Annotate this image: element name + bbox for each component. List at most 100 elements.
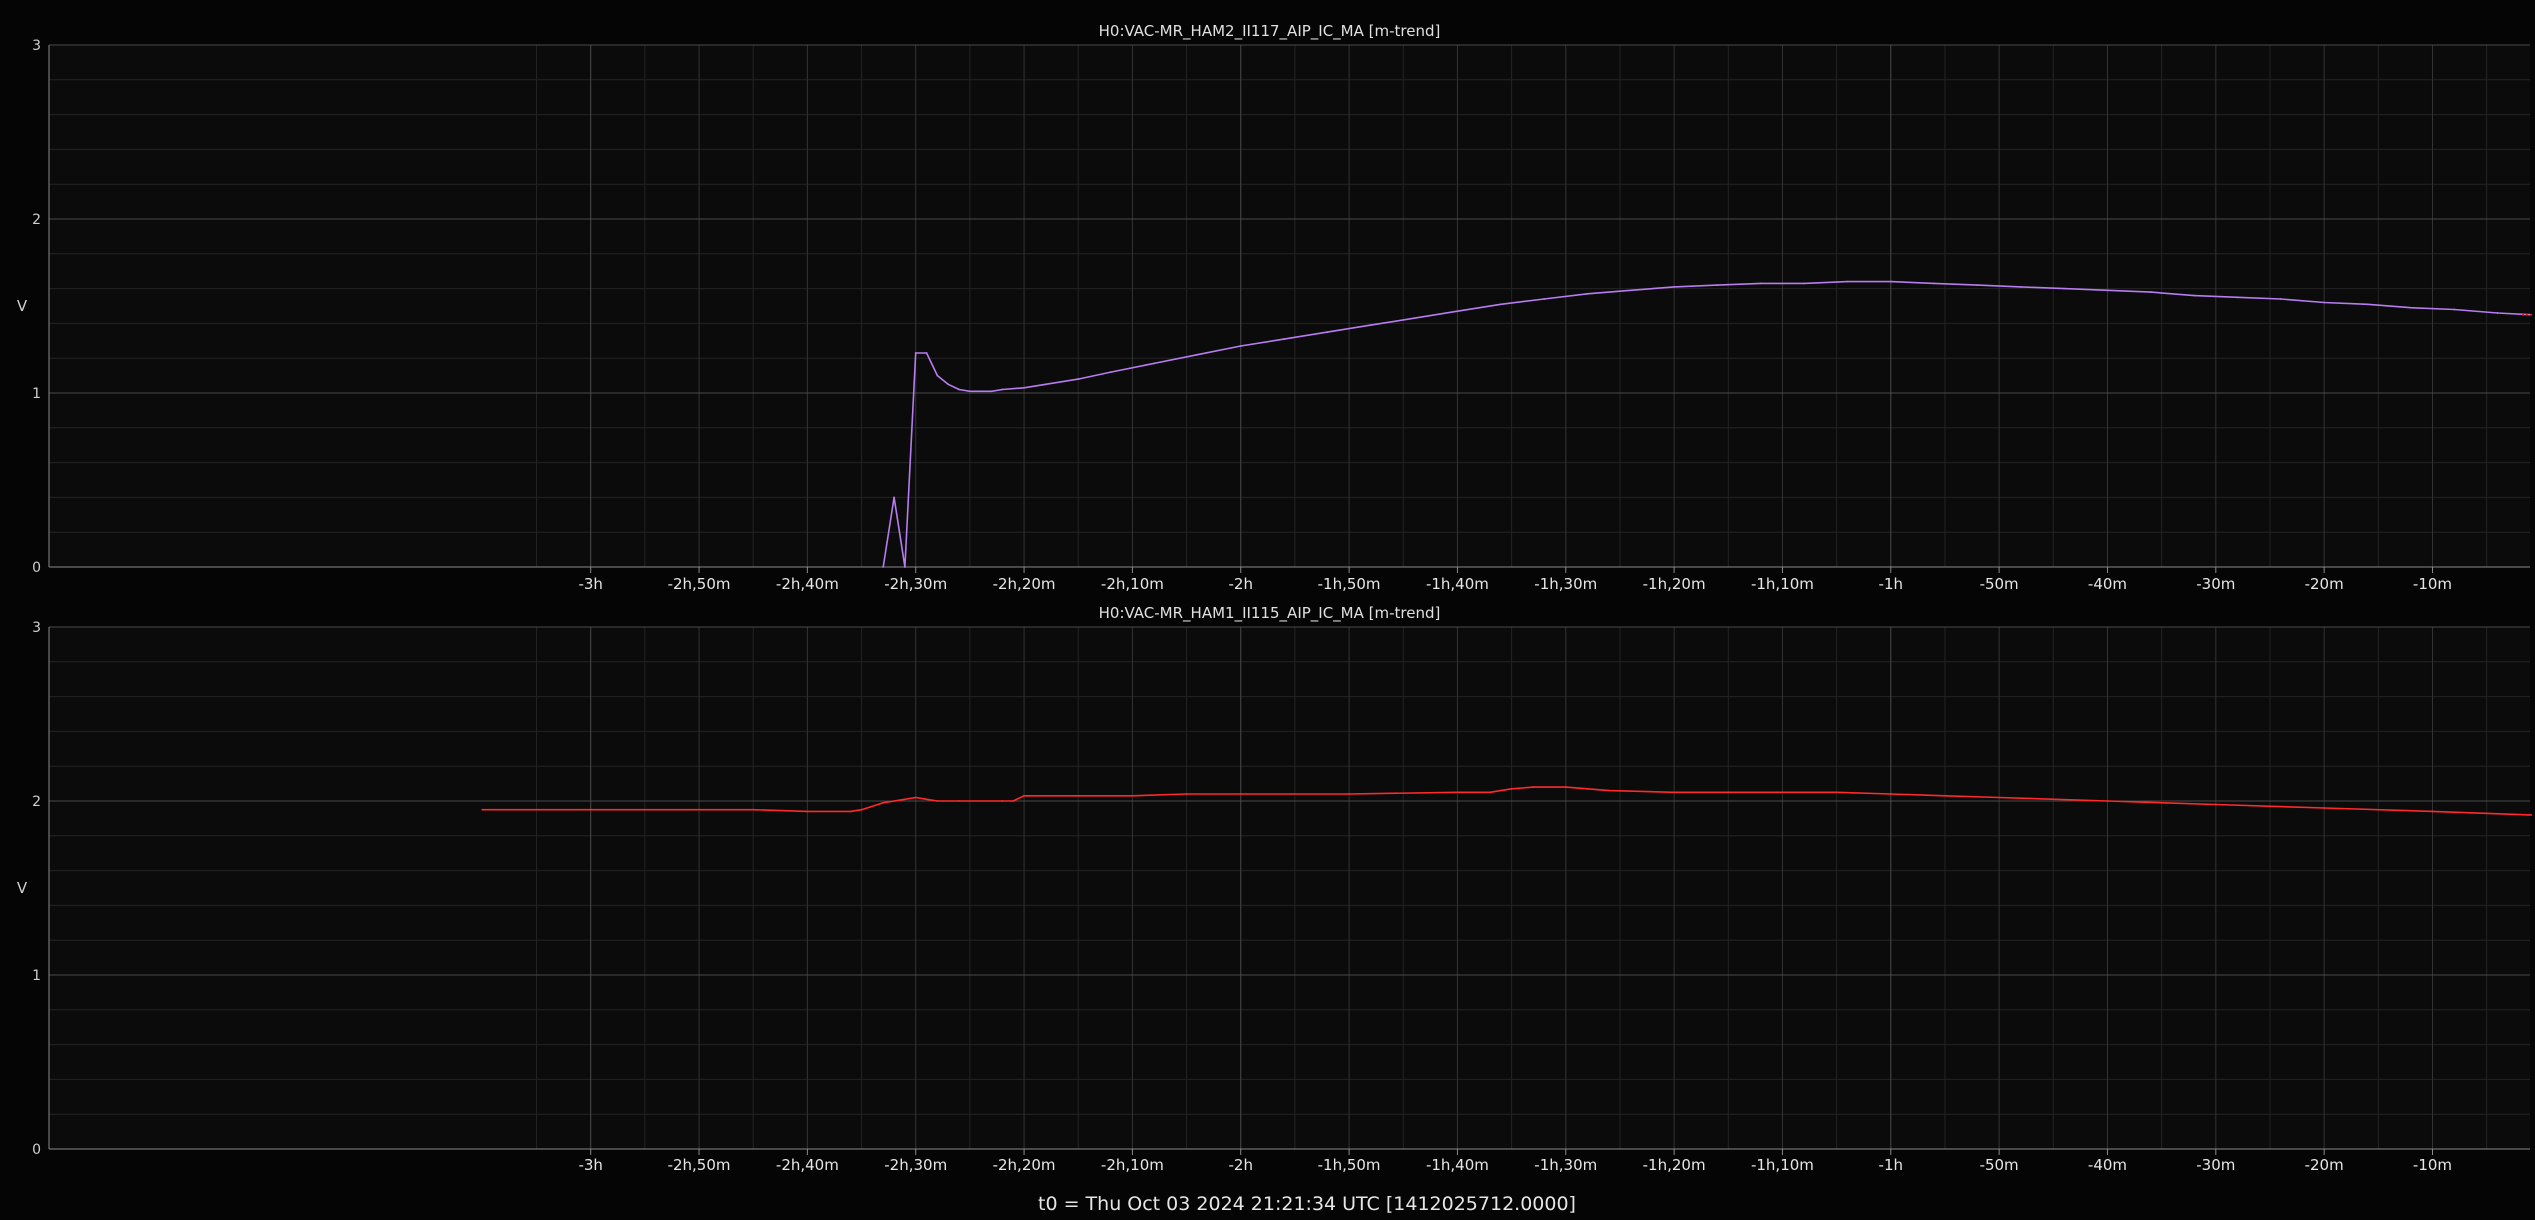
data-point [1803, 282, 1806, 285]
data-point [1001, 800, 1004, 802]
data-point [1348, 793, 1350, 795]
x-tick-label: -2h,50m [668, 575, 731, 593]
x-tick-label: -10m [2413, 575, 2452, 593]
data-point [968, 390, 971, 393]
data-point [1326, 331, 1329, 333]
x-tick-label: -50m [1980, 1156, 2019, 1174]
data-point [1185, 793, 1188, 795]
data-point [925, 352, 928, 354]
x-tick-label: -30m [2196, 1156, 2235, 1174]
data-point [1998, 796, 2001, 799]
x-tick-label: -2h,10m [1101, 575, 1164, 593]
x-tick-label: -2h,10m [1101, 1156, 1164, 1174]
x-tick-label: -1h [1879, 1156, 1903, 1174]
data-point [1976, 284, 1979, 287]
x-tick-label: -50m [1980, 575, 2019, 593]
data-point [1608, 789, 1611, 792]
chart-title: H0:VAC-MR_HAM2_II117_AIP_IC_MA [m-trend] [1099, 22, 1441, 41]
data-point [958, 388, 960, 391]
data-point [2149, 291, 2152, 293]
x-tick-label: -2h,50m [668, 1156, 731, 1174]
y-tick-label: 3 [32, 620, 41, 636]
data-point [806, 810, 809, 813]
x-tick-label: -2h,20m [993, 575, 1056, 593]
x-tick-label: -1h,40m [1426, 1156, 1489, 1174]
x-tick-label: -30m [2196, 575, 2235, 593]
data-point [1835, 791, 1838, 794]
y-tick-label: 1 [32, 968, 41, 984]
x-tick-label: -1h,10m [1751, 575, 1814, 593]
data-point [882, 801, 885, 804]
data-point [1012, 800, 1015, 802]
data-point [2214, 803, 2217, 806]
data-point [1153, 362, 1155, 365]
data-point [1456, 791, 1459, 794]
data-point [1889, 280, 1892, 283]
data-point [2106, 800, 2109, 802]
x-tick-label: -2h,40m [776, 1156, 839, 1174]
data-point [1532, 786, 1535, 788]
x-tick-label: -40m [2088, 1156, 2127, 1174]
x-tick-label: -2h,40m [776, 575, 839, 593]
data-point [2019, 285, 2022, 288]
x-tick-label: -1h,50m [1318, 575, 1381, 593]
y-axis-label: V [17, 879, 28, 897]
data-point [925, 798, 928, 801]
data-point [1023, 386, 1025, 389]
data-point [1077, 378, 1080, 380]
data-point [936, 800, 939, 802]
x-tick-label: -20m [2305, 575, 2344, 593]
data-point [860, 808, 863, 811]
data-point [958, 800, 960, 802]
data-point [1846, 280, 1849, 283]
data-point [698, 808, 700, 811]
data-point [2323, 807, 2326, 809]
y-tick-label: 1 [32, 386, 41, 402]
x-tick-label: -10m [2413, 1156, 2452, 1174]
bottom-chart-panel: -3h -2h,50m -2h,40m -2h,30m -2h,20m -2h,10m -2… [17, 604, 2534, 1174]
data-point [1944, 794, 1946, 797]
data-point [752, 808, 755, 811]
top-chart-panel: -3h -2h,50m -2h,40m -2h,30m -2h,20m -2h,10m -2… [17, 22, 2534, 593]
plot-area [49, 627, 2530, 1149]
data-point [1131, 794, 1134, 797]
x-tick-label: -1h,20m [1643, 1156, 1706, 1174]
chart-title: H0:VAC-MR_HAM1_II115_AIP_IC_MA [m-trend] [1099, 604, 1441, 623]
data-point [2409, 306, 2412, 309]
x-tick-label: -1h [1879, 575, 1903, 593]
data-point [2106, 289, 2109, 292]
data-point [1001, 388, 1004, 391]
data-point [1781, 791, 1784, 794]
y-tick-label: 3 [32, 38, 41, 54]
y-tick-label: 0 [32, 1142, 41, 1158]
data-point [2193, 294, 2196, 297]
data-point [1023, 794, 1025, 797]
data-point [990, 390, 993, 393]
x-tick-label: -20m [2305, 1156, 2344, 1174]
data-point [2279, 298, 2282, 300]
data-point [914, 796, 917, 799]
x-tick-label: -1h,20m [1643, 575, 1706, 593]
x-tick-label: -2h [1229, 1156, 1253, 1174]
y-axis-label: V [17, 297, 28, 315]
data-point [1629, 289, 1632, 292]
data-point [2496, 312, 2499, 314]
data-point [979, 390, 982, 393]
data-point [2236, 296, 2239, 299]
data-point [936, 374, 939, 377]
data-point [903, 798, 906, 801]
y-tick-label: 0 [32, 560, 41, 576]
data-point [1673, 285, 1676, 288]
data-point [1413, 317, 1415, 320]
data-point [882, 566, 885, 568]
x-tick-label: -3h [578, 575, 602, 593]
t0-footer-label: t0 = Thu Oct 03 2024 21:21:34 UTC [14120… [1038, 1193, 1576, 1215]
data-point [2453, 308, 2456, 311]
data-point [2063, 287, 2066, 290]
data-point [2366, 303, 2369, 306]
x-tick-label: -2h,30m [884, 1156, 947, 1174]
x-tick-label: -2h [1229, 575, 1253, 593]
data-point [1499, 303, 1502, 306]
